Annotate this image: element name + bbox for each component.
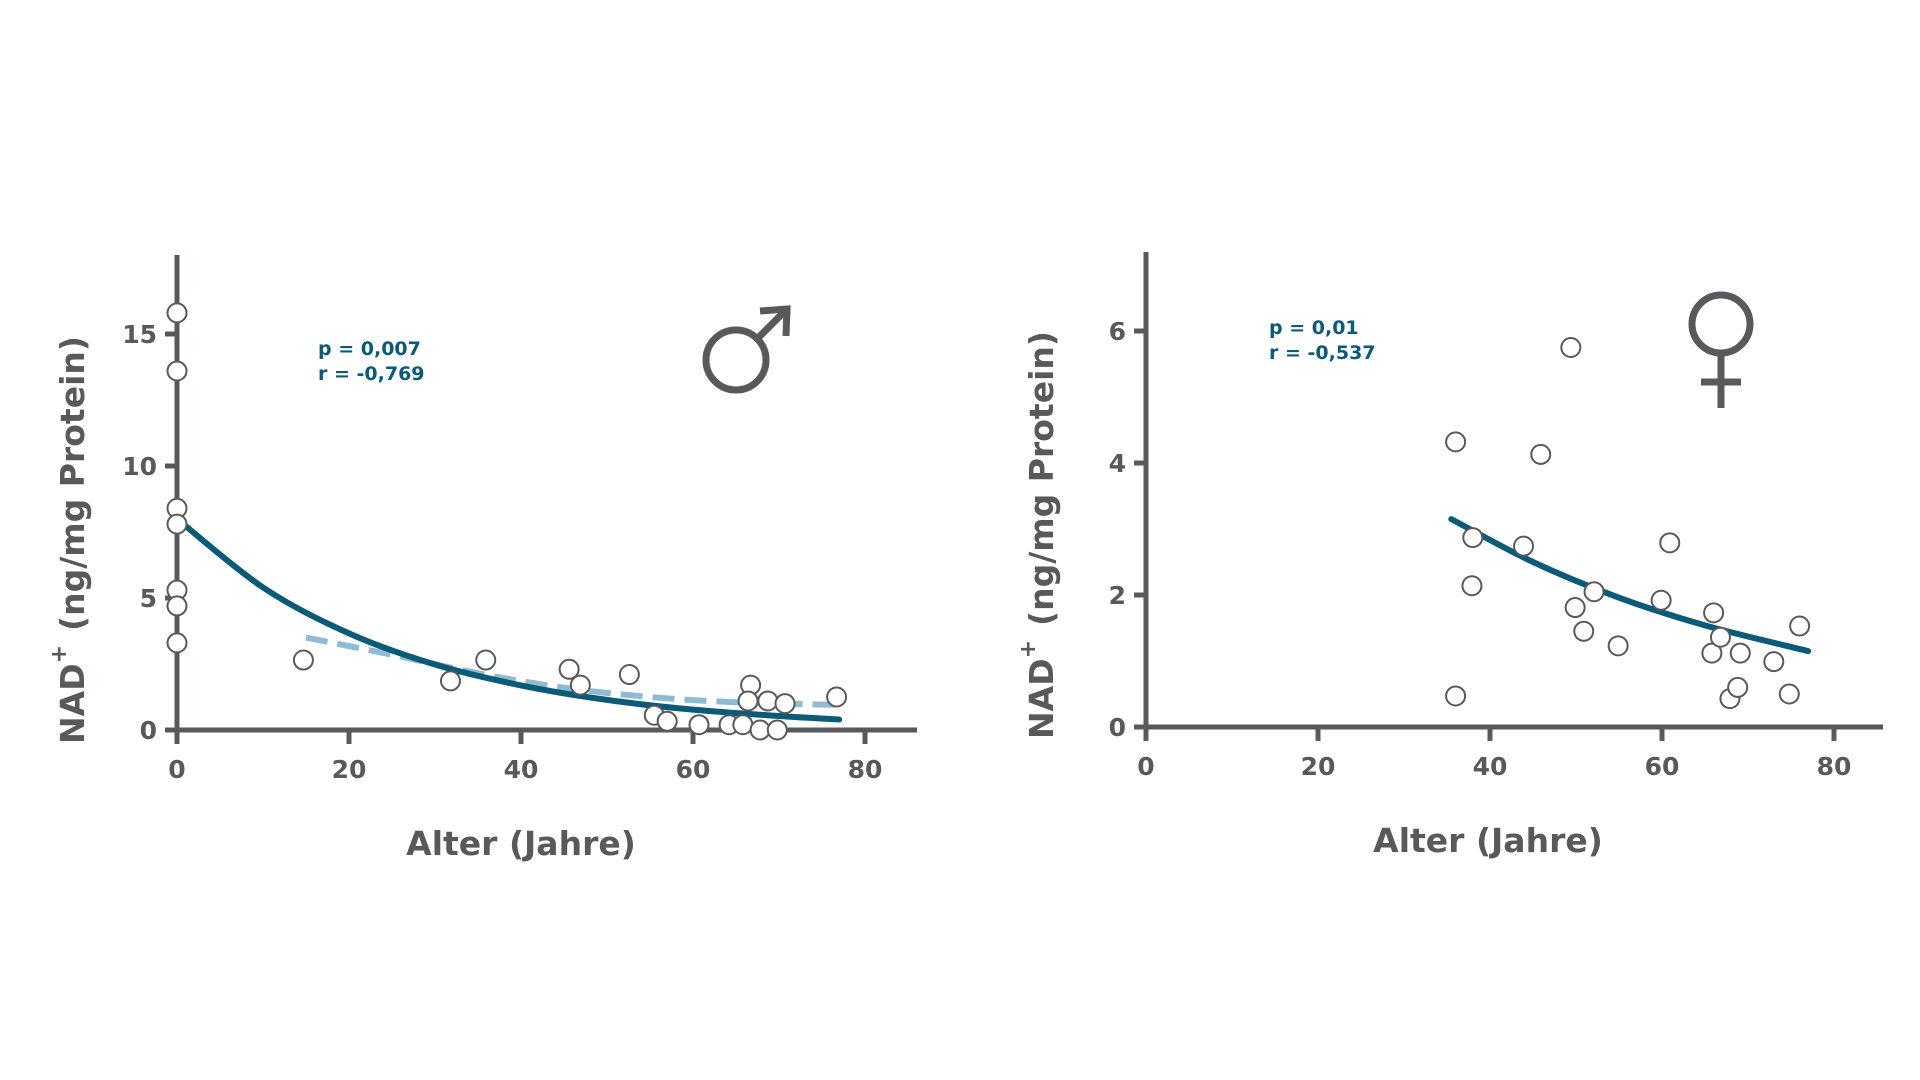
- data-point: [1729, 642, 1751, 664]
- y-tick-label: 6: [1109, 317, 1126, 346]
- data-point: [292, 649, 314, 671]
- dashed-fit-curve: [305, 634, 840, 708]
- x-tick-label: 80: [1817, 752, 1852, 781]
- data-point: [1583, 581, 1605, 603]
- y-tick-label: 5: [140, 584, 157, 613]
- y-tick-label: 15: [122, 320, 157, 349]
- data-point: [166, 632, 188, 654]
- data-point: [1560, 337, 1582, 358]
- y-axis-label-sup: +: [1016, 640, 1041, 658]
- data-point: [558, 658, 580, 680]
- y-tick-label: 0: [140, 716, 157, 745]
- y-axis-label: NAD+ (ng/mg Protein): [1016, 331, 1061, 739]
- y-tick-label: 10: [122, 452, 157, 481]
- x-tick-label: 60: [676, 755, 711, 784]
- data-point: [1727, 676, 1749, 698]
- data-point: [826, 686, 848, 708]
- data-point: [757, 690, 779, 712]
- female-chart: p = 0,01 r = -0,537 Alter (Jahre) NAD+ (n…: [1016, 252, 1883, 860]
- y-axis-label-unit: (ng/mg Protein): [1022, 331, 1061, 626]
- data-point: [1778, 683, 1800, 705]
- data-point: [166, 302, 188, 324]
- data-point: [439, 670, 461, 692]
- y-tick-label: 0: [1109, 713, 1126, 742]
- fit-curve: [174, 515, 843, 723]
- data-point: [1530, 443, 1552, 465]
- x-tick-label: 20: [332, 755, 367, 784]
- x-tick-label: 80: [848, 755, 883, 784]
- data-point: [737, 690, 759, 712]
- data-point: [1513, 535, 1535, 557]
- data-point: [618, 664, 640, 686]
- y-axis-label-main: NAD: [1022, 658, 1061, 739]
- data-point: [166, 360, 188, 382]
- data-point: [569, 674, 591, 696]
- y-tick-label: 2: [1109, 581, 1126, 610]
- x-tick-label: 20: [1301, 752, 1336, 781]
- data-point: [749, 719, 771, 741]
- data-point: [1650, 589, 1672, 611]
- x-tick-label: 0: [1137, 752, 1154, 781]
- y-tick-label: 4: [1109, 449, 1126, 478]
- y-axis-label-main: NAD: [53, 663, 92, 744]
- data-point: [1607, 635, 1629, 657]
- data-point: [766, 719, 788, 741]
- data-point: [1445, 685, 1467, 707]
- x-axis-label: Alter (Jahre): [406, 824, 636, 863]
- data-point: [1659, 532, 1681, 554]
- data-point: [1701, 642, 1723, 664]
- data-point: [656, 710, 678, 732]
- male-symbol-icon: [702, 305, 791, 394]
- fit-curve: [1448, 516, 1812, 655]
- p-value: p = 0,01: [1269, 317, 1359, 339]
- data-point: [1709, 626, 1731, 648]
- y-axis-label-unit: (ng/mg Protein): [53, 336, 92, 631]
- data-point: [1462, 527, 1484, 549]
- data-point: [1461, 575, 1483, 597]
- data-point: [1564, 597, 1586, 619]
- r-value: r = -0,769: [318, 363, 425, 385]
- x-tick-label: 60: [1645, 752, 1680, 781]
- data-point: [1789, 615, 1811, 637]
- p-value: p = 0,007: [318, 338, 421, 360]
- x-tick-label: 0: [168, 755, 185, 784]
- y-axis-label: NAD+ (ng/mg Protein): [47, 336, 92, 744]
- data-point: [1445, 431, 1467, 453]
- data-point: [166, 513, 188, 535]
- data-point: [166, 595, 188, 617]
- female-symbol-icon: [1688, 291, 1754, 408]
- x-tick-label: 40: [1473, 752, 1508, 781]
- data-point: [688, 714, 710, 736]
- data-point: [732, 714, 754, 736]
- male-chart: p = 0,007 r = -0,769 Alter (Jahre) NAD+ (…: [47, 255, 917, 863]
- x-axis-label: Alter (Jahre): [1373, 821, 1603, 860]
- data-point: [1573, 620, 1595, 642]
- data-point: [1763, 651, 1785, 673]
- y-axis-label-sup: +: [47, 645, 72, 663]
- x-tick-label: 40: [504, 755, 539, 784]
- data-point: [1703, 602, 1725, 624]
- r-value: r = -0,537: [1269, 342, 1376, 364]
- data-point: [774, 693, 796, 715]
- data-point: [475, 649, 497, 671]
